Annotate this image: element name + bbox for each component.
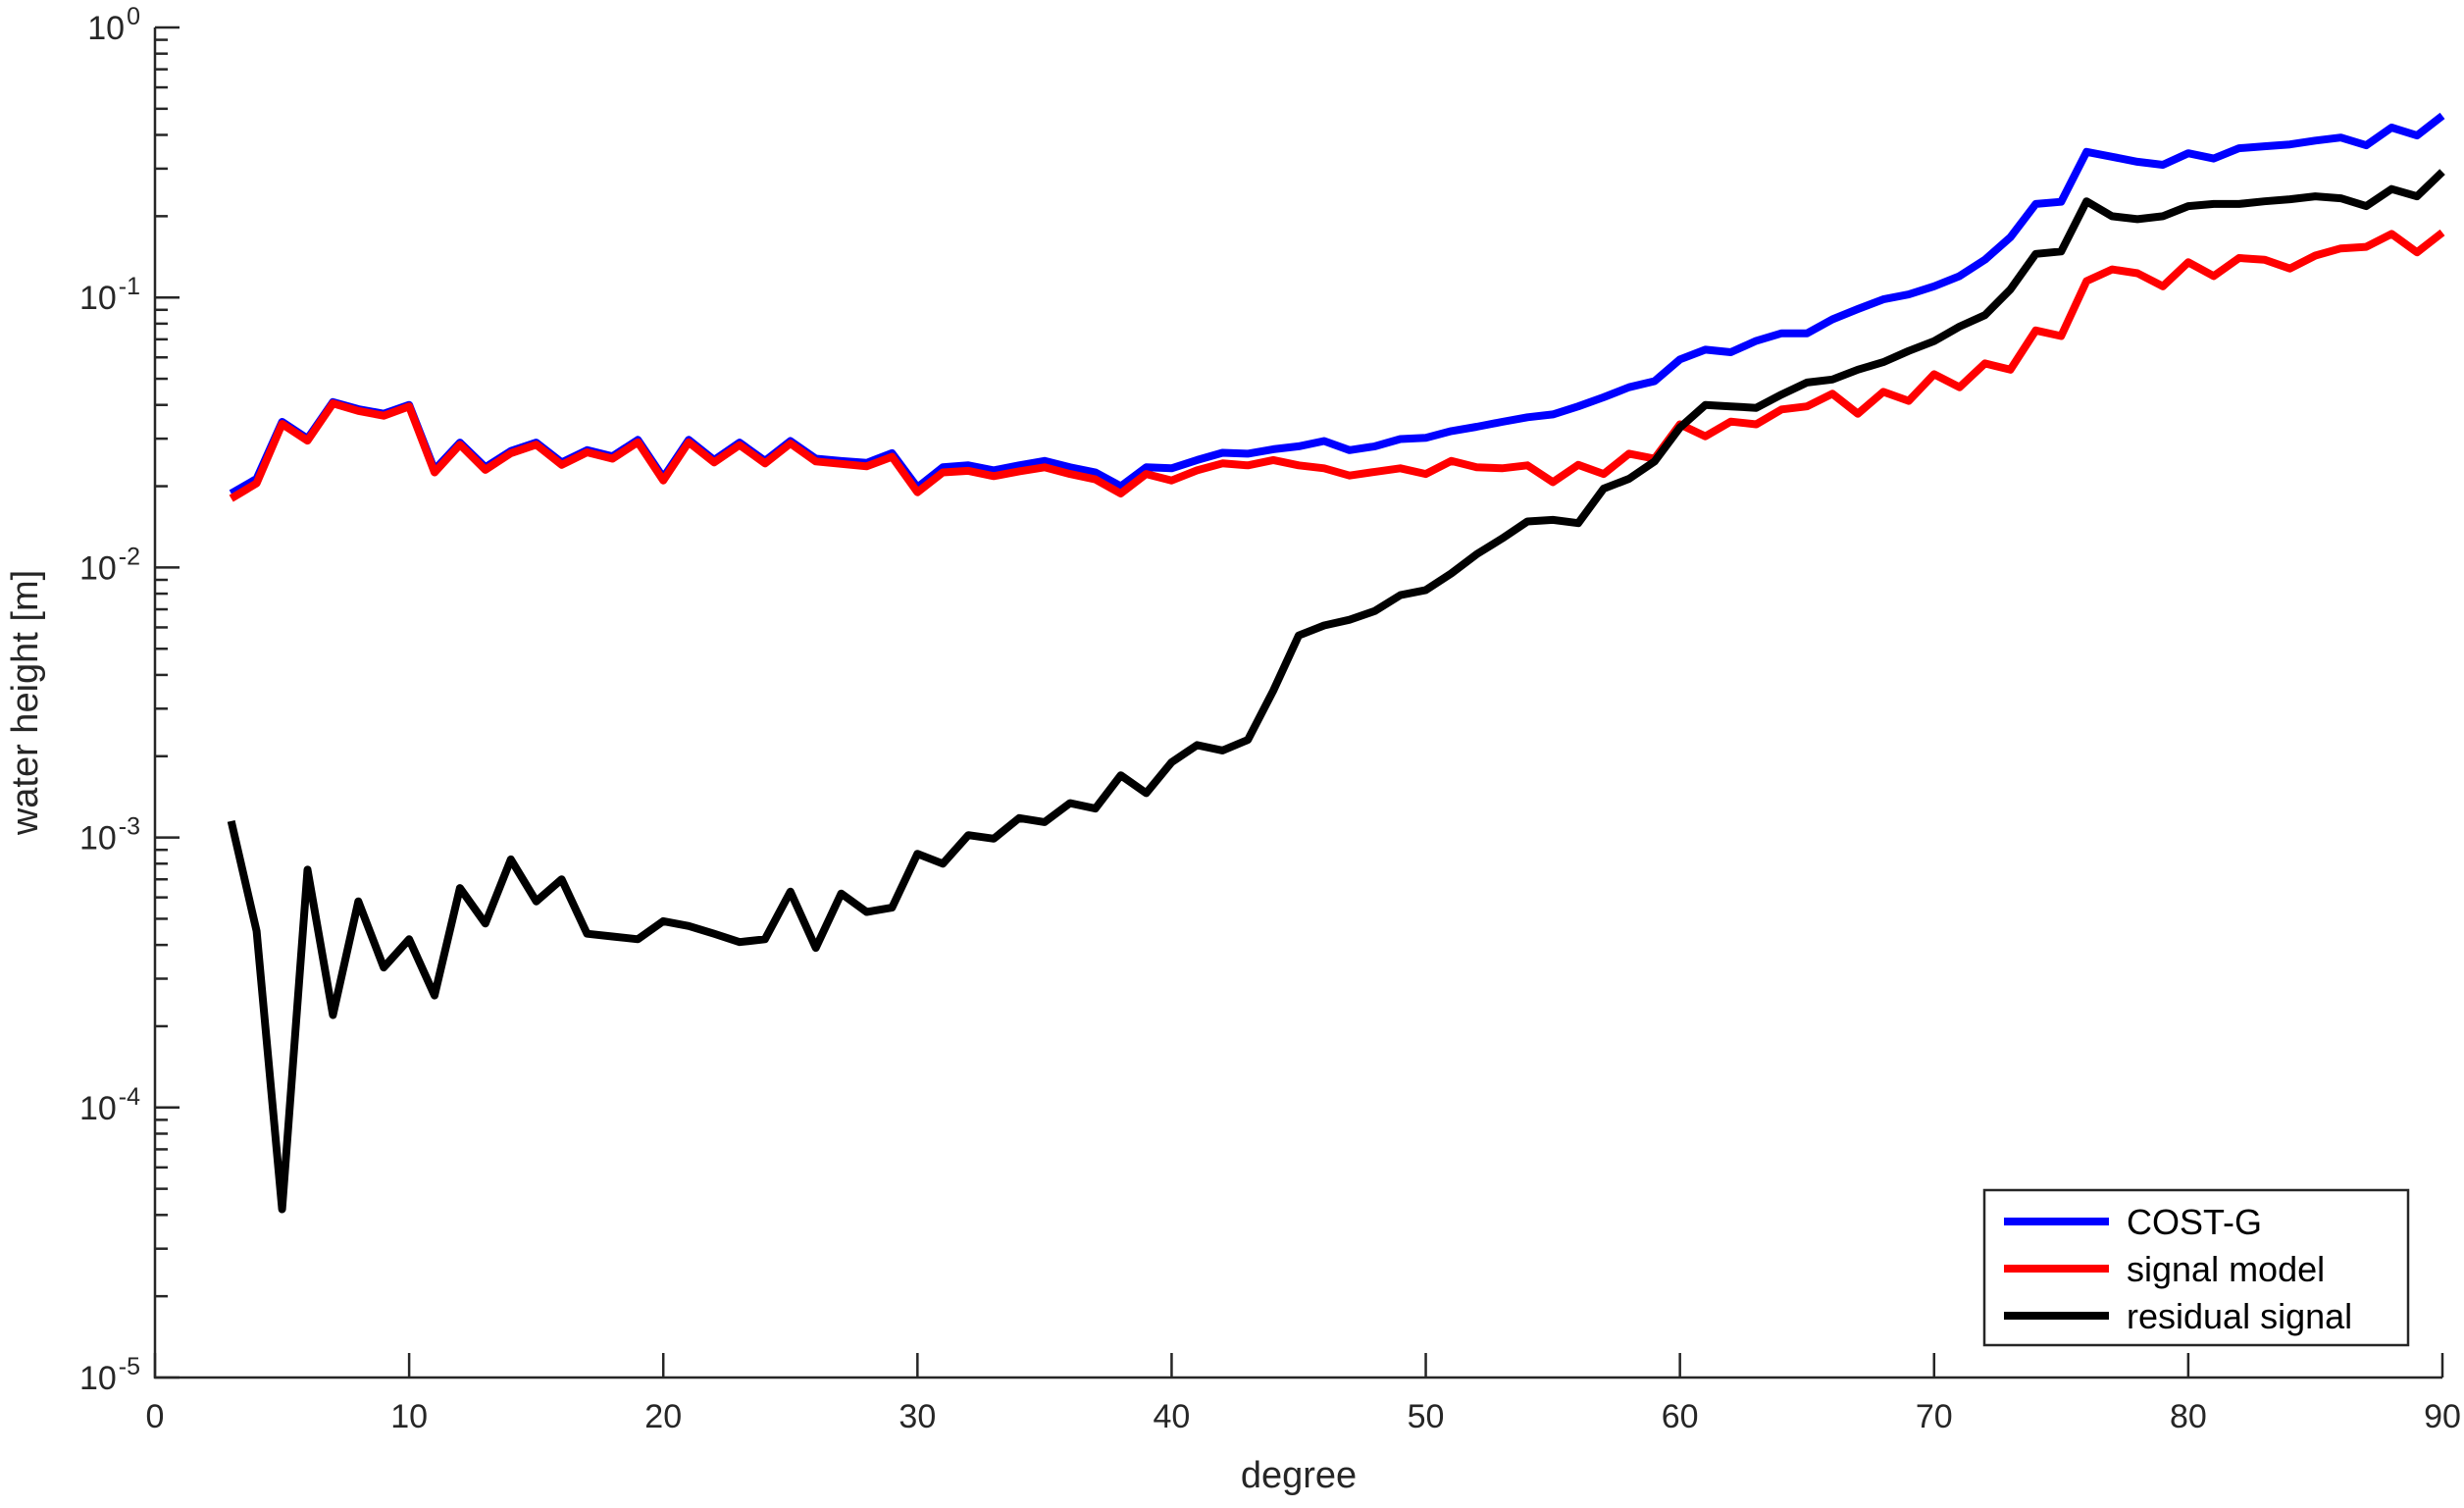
x-tick-label: 10 (390, 1398, 428, 1435)
x-tick-label: 80 (2170, 1398, 2207, 1435)
y-tick-label: 10-5 (79, 1353, 140, 1397)
x-axis-label: degree (1241, 1455, 1357, 1496)
series-line-cost-g (229, 112, 2445, 497)
x-tick-label: 90 (2424, 1398, 2461, 1435)
series-line-signal-model (229, 229, 2445, 502)
x-tick-label: 30 (898, 1398, 936, 1435)
y-axis-label: water height [m] (5, 570, 46, 836)
legend: COST-G signal model residual signal (1982, 1188, 2410, 1347)
series-line-residual-signal (227, 169, 2445, 1214)
x-tick-label: 50 (1408, 1398, 1445, 1435)
axis-lines (153, 27, 2442, 1379)
x-tick-label: 70 (1916, 1398, 1953, 1435)
legend-label-residual-signal: residual signal (2127, 1296, 2352, 1336)
y-tick-label: 10-4 (79, 1083, 140, 1127)
x-tick-label: 0 (146, 1398, 165, 1435)
x-tick-label: 20 (644, 1398, 682, 1435)
x-tick-label: 60 (1662, 1398, 1699, 1435)
legend-label-cost-g: COST-G (2127, 1202, 2262, 1242)
legend-label-signal-model: signal model (2127, 1249, 2325, 1289)
data-series (227, 112, 2445, 1214)
y-tick-label: 10-1 (79, 273, 140, 317)
x-tick-label: 40 (1154, 1398, 1191, 1435)
axes: 0 10 20 30 40 50 60 70 80 90 100 10-1 10-2 10-3 10-4 10… (79, 3, 2461, 1435)
y-tick-label: 10-2 (79, 543, 140, 587)
y-tick-label: 10-3 (79, 813, 140, 858)
y-tick-label: 100 (87, 3, 140, 47)
